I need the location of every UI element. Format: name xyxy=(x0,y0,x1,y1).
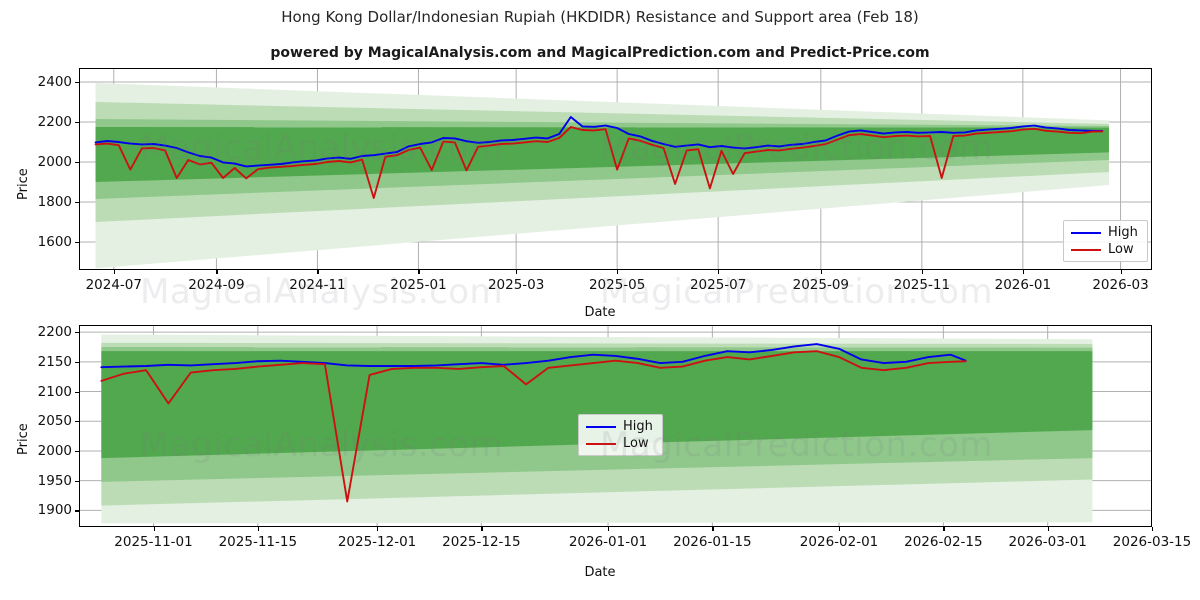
x-tick-mark xyxy=(377,527,379,531)
x-tick-label: 2024-11 xyxy=(289,277,346,293)
x-tick-label: 2026-01-01 xyxy=(568,534,648,550)
x-tick-label: 2025-12-15 xyxy=(442,534,521,550)
legend-entry-high-zoom: High xyxy=(586,420,653,433)
y-tick-label: 2400 xyxy=(37,74,72,90)
x-tick-label: 2026-03-01 xyxy=(1008,534,1087,550)
y-tick-label: 1950 xyxy=(37,472,72,489)
y-tick-mark xyxy=(75,82,79,84)
x-tick-mark xyxy=(1022,270,1025,274)
y-tick-mark xyxy=(75,162,79,164)
x-tick-mark xyxy=(418,270,420,274)
legend-swatch-high xyxy=(1071,231,1101,234)
zoom-legend: High Low xyxy=(578,414,663,456)
overview-chart-panel xyxy=(79,68,1152,270)
x-tick-mark xyxy=(113,270,115,274)
x-tick-mark xyxy=(257,527,260,531)
x-tick-mark xyxy=(712,527,714,531)
overview-legend: High Low xyxy=(1063,220,1148,262)
y-tick-mark xyxy=(75,242,79,244)
legend-label-high-zoom: High xyxy=(623,419,653,434)
x-tick-label: 2026-01 xyxy=(994,277,1052,293)
y-tick-label: 2100 xyxy=(37,383,72,400)
x-tick-mark xyxy=(216,270,218,274)
zoom-y-axis-label: Price xyxy=(16,423,31,455)
y-tick-mark xyxy=(75,510,79,512)
legend-label-low-zoom: Low xyxy=(623,436,649,451)
x-tick-mark xyxy=(718,270,720,274)
y-tick-mark xyxy=(75,450,79,453)
y-tick-label: 1600 xyxy=(37,234,72,250)
x-tick-label: 2025-11-01 xyxy=(114,534,193,550)
legend-entry-low-zoom: Low xyxy=(586,437,653,450)
y-tick-label: 1900 xyxy=(37,502,72,519)
y-tick-mark xyxy=(75,122,79,124)
x-tick-mark xyxy=(921,270,924,274)
x-tick-label: 2025-11 xyxy=(893,277,951,293)
overview-plot-area xyxy=(79,68,1152,270)
legend-label-high: High xyxy=(1108,225,1138,240)
x-tick-label: 2026-02-01 xyxy=(799,534,879,550)
overview-x-axis-label: Date xyxy=(584,305,616,320)
x-tick-label: 2025-09 xyxy=(792,277,850,293)
x-tick-mark xyxy=(1047,527,1049,531)
y-tick-label: 2000 xyxy=(37,442,72,459)
x-tick-label: 2025-01 xyxy=(390,277,447,293)
x-tick-mark xyxy=(1152,527,1154,531)
page-title: Hong Kong Dollar/Indonesian Rupiah (HKDI… xyxy=(281,8,919,26)
x-tick-mark xyxy=(516,270,518,274)
y-tick-mark xyxy=(75,202,79,204)
y-tick-mark xyxy=(75,361,79,364)
x-tick-mark xyxy=(608,527,610,531)
zoom-x-axis-label: Date xyxy=(584,565,616,580)
x-tick-mark xyxy=(839,527,841,531)
x-tick-mark xyxy=(617,270,619,274)
x-tick-mark xyxy=(153,527,155,531)
x-tick-label: 2026-03 xyxy=(1092,277,1149,293)
x-tick-label: 2025-05 xyxy=(588,277,646,293)
y-tick-label: 1800 xyxy=(37,194,72,210)
x-tick-mark xyxy=(820,270,822,274)
overview-y-axis-label: Price xyxy=(16,168,31,200)
overview-plot-svg xyxy=(79,68,1152,270)
y-tick-label: 2150 xyxy=(37,353,72,370)
x-tick-label: 2025-07 xyxy=(689,277,747,293)
x-tick-mark xyxy=(1120,270,1122,274)
y-tick-label: 2200 xyxy=(37,324,72,341)
x-tick-mark xyxy=(317,270,319,274)
legend-swatch-high-zoom xyxy=(586,425,616,428)
legend-swatch-low xyxy=(1071,248,1101,251)
overview-plot-frame xyxy=(79,68,1152,270)
zoom-plot-frame xyxy=(79,325,1152,527)
y-tick-mark xyxy=(75,332,79,334)
x-tick-mark xyxy=(943,527,945,531)
y-tick-label: 2200 xyxy=(37,114,72,130)
page-subtitle: powered by MagicalAnalysis.com and Magic… xyxy=(270,45,930,61)
legend-entry-low: Low xyxy=(1071,243,1138,256)
y-tick-mark xyxy=(75,480,79,482)
y-tick-label: 2000 xyxy=(37,154,72,170)
x-tick-label: 2024-09 xyxy=(188,277,245,293)
x-tick-label: 2026-02-15 xyxy=(904,534,983,550)
x-tick-label: 2025-12-01 xyxy=(337,534,417,550)
x-tick-label: 2026-03-15 xyxy=(1112,534,1192,550)
x-tick-mark xyxy=(481,527,483,531)
y-tick-mark xyxy=(75,391,79,393)
x-tick-label: 2024-07 xyxy=(85,277,142,293)
y-tick-mark xyxy=(75,421,79,423)
legend-entry-high: High xyxy=(1071,226,1138,239)
legend-label-low: Low xyxy=(1108,242,1134,257)
legend-swatch-low-zoom xyxy=(586,442,616,445)
y-tick-label: 2050 xyxy=(37,413,72,430)
x-tick-label: 2025-03 xyxy=(487,277,545,293)
x-tick-label: 2026-01-15 xyxy=(673,534,752,550)
x-tick-label: 2025-11-15 xyxy=(218,534,298,550)
